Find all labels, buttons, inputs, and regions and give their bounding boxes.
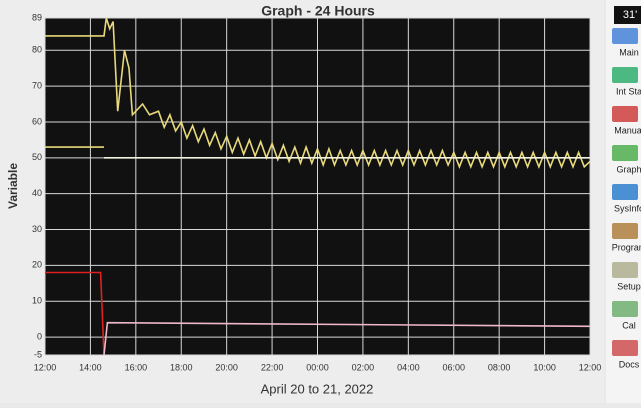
sidebar-label[interactable]: Cal — [622, 320, 636, 330]
x-tick-label: 02:00 — [352, 362, 375, 372]
sidebar-label[interactable]: Graph — [616, 164, 641, 174]
sidebar-button[interactable] — [612, 223, 638, 239]
sidebar-button[interactable] — [612, 301, 638, 317]
x-tick-label: 14:00 — [79, 362, 102, 372]
x-tick-label: 16:00 — [125, 362, 148, 372]
y-tick-label: 10 — [32, 296, 42, 306]
sidebar-button[interactable] — [612, 28, 638, 44]
sidebar-button[interactable] — [612, 106, 638, 122]
screen: Graph - 24 Hours Variable April 20 to 21… — [0, 0, 641, 403]
y-tick-label: 80 — [32, 45, 42, 55]
x-tick-label: 22:00 — [261, 362, 284, 372]
x-tick-label: 20:00 — [215, 362, 238, 372]
sidebar-button[interactable] — [612, 262, 638, 278]
y-tick-label: -5 — [34, 349, 42, 359]
x-tick-label: 00:00 — [306, 362, 329, 372]
y-tick-label: 40 — [32, 188, 42, 198]
y-tick-label: 20 — [32, 260, 42, 270]
y-tick-label: 60 — [32, 116, 42, 126]
x-tick-label: 06:00 — [442, 362, 465, 372]
y-tick-label: 89 — [32, 12, 42, 22]
y-tick-label: 0 — [37, 331, 42, 341]
chart-title: Graph - 24 Hours — [261, 3, 375, 19]
clock: 31' — [623, 9, 637, 21]
x-tick-label: 12:00 — [34, 362, 57, 372]
x-tick-label: 08:00 — [488, 362, 511, 372]
x-tick-label: 12:00 — [579, 362, 602, 372]
sidebar-label[interactable]: Docs — [619, 359, 640, 369]
sidebar-button[interactable] — [612, 67, 638, 83]
sidebar-label[interactable]: Main — [619, 47, 639, 57]
x-tick-label: 18:00 — [170, 362, 193, 372]
sidebar-button[interactable] — [612, 145, 638, 161]
sidebar-label[interactable]: Int Sta — [616, 86, 641, 96]
sidebar-label[interactable]: Setup — [617, 281, 641, 291]
y-tick-label: 70 — [32, 80, 42, 90]
sidebar-button[interactable] — [612, 340, 638, 356]
x-tick-label: 10:00 — [533, 362, 556, 372]
sidebar-button[interactable] — [612, 184, 638, 200]
sidebar-label[interactable]: SysInfo — [614, 203, 641, 213]
y-tick-label: 50 — [32, 152, 42, 162]
y-axis-label: Variable — [6, 163, 20, 209]
y-tick-label: 30 — [32, 224, 42, 234]
sidebar-label[interactable]: Program — [612, 242, 641, 252]
x-tick-label: 04:00 — [397, 362, 420, 372]
sidebar-label[interactable]: Manual — [614, 125, 641, 135]
x-axis-label: April 20 to 21, 2022 — [261, 381, 374, 396]
